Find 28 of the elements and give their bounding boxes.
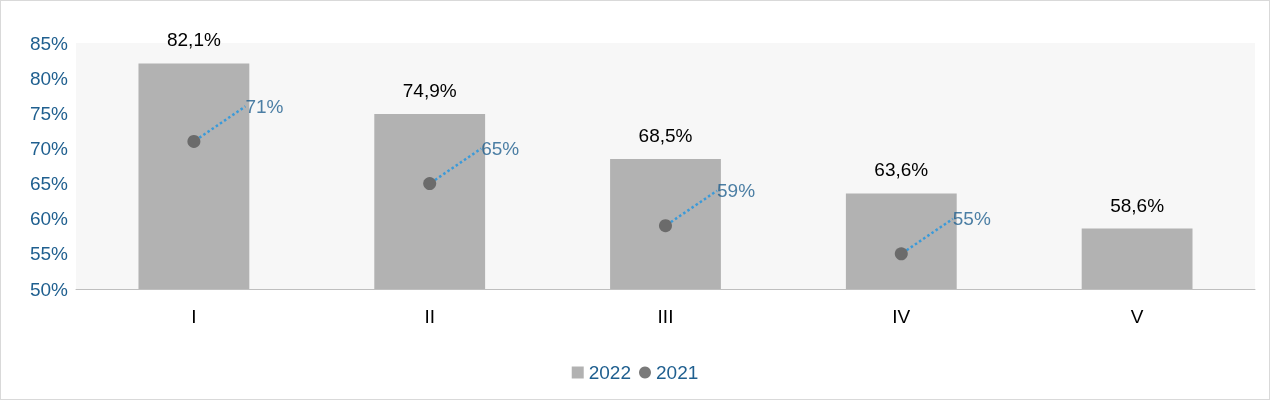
data-label: 58,6% xyxy=(1110,194,1165,216)
y-tick-label: 55% xyxy=(29,243,69,265)
legend-label: 2022 xyxy=(588,362,632,383)
x-tick-label: IV xyxy=(892,306,911,327)
x-tick-label: II xyxy=(424,306,435,327)
x-tick-label: I xyxy=(191,306,197,327)
data-label: 74,9% xyxy=(402,79,457,101)
data-label: 59% xyxy=(717,180,756,202)
data-label: 82,1% xyxy=(166,29,221,51)
y-tick-label: 65% xyxy=(29,173,69,195)
y-tick-label: 70% xyxy=(29,137,69,159)
x-tick-label: III xyxy=(657,306,674,327)
data-label: 71% xyxy=(245,95,284,117)
point xyxy=(894,247,908,261)
x-tick-label: V xyxy=(1130,306,1144,327)
legend-label: 2021 xyxy=(656,362,699,383)
data-label: 63,6% xyxy=(874,159,929,181)
y-tick-label: 60% xyxy=(29,208,69,230)
point xyxy=(423,177,437,191)
y-tick-label: 85% xyxy=(29,32,69,54)
y-tick-label: 50% xyxy=(29,278,69,300)
data-label: 55% xyxy=(952,208,991,230)
y-tick-label: 75% xyxy=(29,102,69,124)
y-tick-label: 80% xyxy=(29,67,69,89)
data-label: 65% xyxy=(481,138,520,160)
point xyxy=(187,134,201,148)
point xyxy=(659,219,672,233)
data-label: 68,5% xyxy=(638,124,693,146)
